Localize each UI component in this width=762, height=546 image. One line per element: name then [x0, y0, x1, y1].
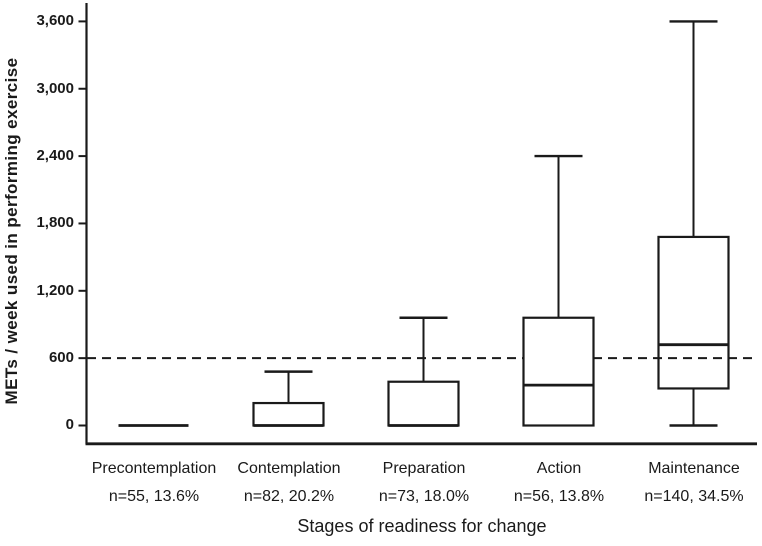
- category-label-action: Action: [536, 460, 582, 477]
- y-tick-label: 2,400: [36, 147, 74, 164]
- n-label-precontemplation: n=55, 13.6%: [108, 488, 200, 505]
- category-label-precontemplation: Precontemplation: [91, 460, 217, 477]
- category-label-maintenance: Maintenance: [648, 460, 740, 477]
- y-tick-label: 3,000: [36, 80, 74, 97]
- category-label-preparation: Preparation: [382, 460, 466, 477]
- y-tick-label: 1,200: [36, 282, 74, 299]
- x-axis-title: Stages of readiness for change: [297, 516, 547, 536]
- y-tick-label: 1,800: [36, 214, 74, 231]
- y-tick-label: 600: [48, 349, 74, 366]
- y-tick-label: 3,600: [36, 12, 74, 29]
- n-label-action: n=56, 13.8%: [513, 488, 605, 505]
- y-tick-label: 0: [65, 416, 74, 433]
- category-label-contemplation: Contemplation: [237, 460, 341, 477]
- n-label-maintenance: n=140, 34.5%: [644, 488, 744, 505]
- n-label-contemplation: n=82, 20.2%: [243, 488, 335, 505]
- n-label-preparation: n=73, 18.0%: [378, 488, 470, 505]
